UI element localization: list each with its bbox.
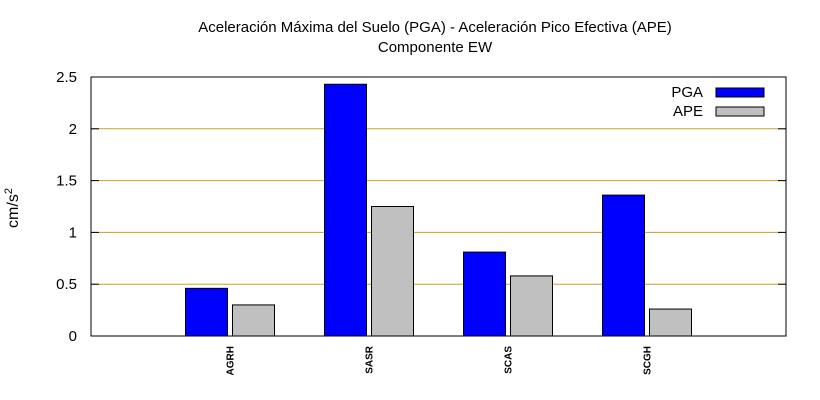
grid-lines: [91, 128, 786, 285]
y-tick-label: 0.5: [56, 276, 77, 293]
legend-label: PGA: [671, 84, 703, 101]
bars: [185, 83, 692, 337]
y-tick-label: 2.5: [56, 69, 77, 86]
legend: PGA APE: [671, 84, 765, 120]
y-tick-label: 1: [69, 224, 77, 241]
plot-frame: [90, 76, 787, 337]
bar-ape-scgh: [649, 308, 692, 337]
bar-ape-sasr: [371, 206, 414, 337]
bar-pga-agrh: [185, 287, 228, 337]
y-tick-label: 2: [69, 121, 77, 138]
legend-swatch-pga: [715, 87, 765, 98]
legend-swatch-ape: [715, 106, 765, 117]
x-tick-label: SCGH: [643, 346, 654, 375]
bar-pga-sasr: [324, 83, 367, 337]
legend-label: APE: [673, 103, 703, 120]
bar-pga-scas: [463, 251, 506, 337]
y-axis-label: cm/s2: [3, 188, 22, 228]
chart-title: Aceleración Máxima del Suelo (PGA) - Ace…: [198, 19, 672, 36]
x-ticks: AGRH SASR SCAS SCGH: [226, 345, 654, 375]
bar-ape-scas: [510, 275, 553, 337]
y-axis-label-unit: cm/s: [5, 194, 22, 228]
bar-pga-scgh: [602, 194, 645, 337]
y-tick-label: 1.5: [56, 173, 77, 190]
x-tick-label: AGRH: [226, 346, 237, 375]
x-tick-label: SCAS: [504, 346, 515, 374]
x-tick-label: SASR: [365, 345, 376, 374]
chart-subtitle: Componente EW: [378, 39, 493, 56]
y-axis-label-exponent: 2: [3, 188, 15, 194]
y-tick-label: 0: [69, 328, 77, 345]
bar-ape-agrh: [232, 304, 275, 337]
y-ticks: 0 0.5 1 1.5 2 2.5: [56, 69, 786, 345]
